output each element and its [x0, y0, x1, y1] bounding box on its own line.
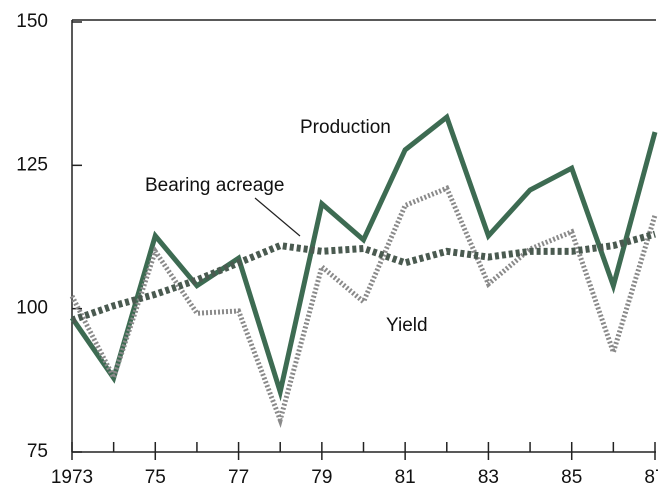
series-line	[69, 113, 658, 402]
x-tick-label: 83	[478, 467, 499, 488]
y-tick-label: 100	[16, 298, 48, 319]
series-line	[70, 230, 656, 324]
y-tick-label: 75	[27, 441, 48, 462]
x-tick-label: 1973	[51, 467, 93, 488]
x-tick-label: 77	[228, 467, 249, 488]
x-tick-label: 87	[644, 467, 658, 488]
x-tick-label: 85	[561, 467, 582, 488]
series-label: Production	[300, 117, 391, 138]
x-tick-label: 81	[395, 467, 416, 488]
leader-line	[254, 197, 301, 237]
series-label: Bearing acreage	[145, 175, 284, 196]
series-line	[69, 185, 658, 428]
x-tick-label: 79	[311, 467, 332, 488]
y-tick-label: 125	[16, 154, 48, 175]
x-tick-label: 75	[145, 467, 166, 488]
series-label: Yield	[386, 315, 428, 336]
y-tick-label: 150	[16, 11, 48, 32]
